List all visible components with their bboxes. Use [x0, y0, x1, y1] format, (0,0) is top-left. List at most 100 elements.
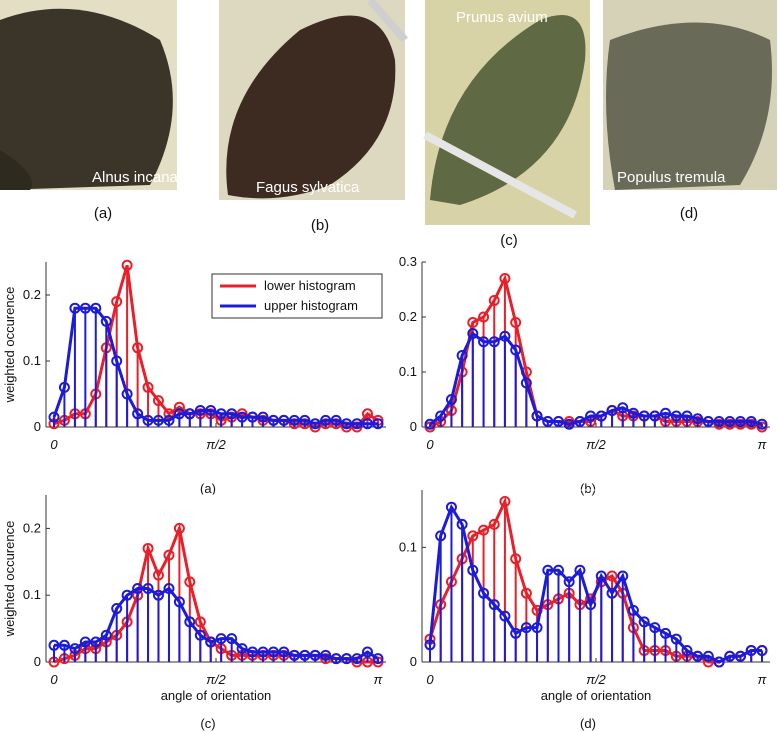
y-axis-label: weighted occurence [2, 521, 17, 638]
marker [681, 645, 693, 657]
chart-caption: (a) [200, 481, 216, 496]
marker [478, 311, 490, 323]
marker [142, 414, 154, 426]
marker [330, 653, 342, 665]
marker [660, 407, 672, 419]
marker [713, 416, 725, 427]
marker [278, 646, 290, 658]
marker [173, 408, 185, 420]
chart-caption: (c) [200, 716, 215, 731]
marker [478, 587, 490, 599]
x-axis-label: angle of orientation [541, 688, 652, 703]
marker [520, 587, 532, 599]
marker [638, 616, 650, 628]
marker [79, 302, 91, 314]
marker [585, 599, 597, 611]
marker [424, 418, 436, 430]
marker [173, 401, 185, 413]
marker [100, 629, 112, 641]
leaf-photo: Alnus incana [0, 0, 179, 190]
photo-caption: (a) [94, 205, 112, 222]
x-tick-label: 0 [50, 437, 58, 452]
y-tick-label: 0.2 [399, 309, 417, 324]
marker [467, 328, 479, 339]
marker [649, 622, 661, 634]
marker [435, 530, 447, 542]
species-name: Prunus avium [456, 9, 548, 26]
marker [756, 645, 768, 657]
marker [488, 518, 500, 530]
marker [617, 402, 629, 414]
legend-label: upper histogram [264, 298, 358, 313]
marker [215, 633, 227, 645]
x-tick-label: π [374, 672, 383, 687]
marker [142, 381, 154, 393]
marker [467, 530, 479, 542]
y-tick-label: 0.1 [23, 353, 41, 368]
marker [247, 646, 259, 658]
marker [152, 589, 164, 601]
marker [627, 604, 639, 616]
marker [734, 416, 746, 427]
marker [121, 589, 133, 601]
series-line [429, 274, 763, 429]
species-name: Alnus incana [92, 169, 179, 186]
y-tick-label: 0.2 [23, 287, 41, 302]
marker [257, 411, 269, 423]
y-tick-label: 0.3 [399, 254, 417, 269]
marker [456, 350, 468, 361]
marker [90, 302, 102, 314]
series-line [53, 523, 378, 664]
marker [445, 501, 457, 513]
marker [724, 650, 736, 662]
y-axis-label: weighted occurence [2, 287, 17, 404]
marker [351, 653, 363, 665]
marker [660, 627, 672, 639]
marker [142, 542, 154, 554]
marker [542, 416, 554, 427]
marker [552, 416, 564, 427]
marker [184, 616, 196, 628]
marker [257, 646, 269, 658]
marker [142, 583, 154, 595]
marker [90, 636, 102, 648]
marker [649, 410, 661, 422]
marker [111, 603, 123, 615]
marker [531, 410, 543, 422]
marker [563, 418, 575, 430]
species-name: Fagus sylvatica [256, 179, 360, 196]
marker [488, 295, 500, 306]
y-tick-label: 0.1 [399, 364, 417, 379]
y-tick-label: 0.2 [23, 520, 41, 535]
chart-caption: (b) [580, 481, 596, 496]
leaf-photo: Populus tremula [603, 0, 777, 190]
marker [531, 622, 543, 634]
marker [111, 355, 123, 367]
marker [309, 418, 321, 430]
marker [163, 583, 175, 595]
marker [121, 259, 133, 271]
marker [351, 418, 363, 430]
marker [499, 495, 511, 507]
marker [488, 336, 500, 348]
marker [320, 649, 332, 661]
marker [288, 649, 300, 661]
marker [299, 414, 311, 426]
marker [499, 610, 511, 622]
y-tick-label: 0 [410, 654, 417, 669]
marker [288, 414, 300, 426]
marker [278, 414, 290, 426]
marker [184, 408, 196, 420]
x-tick-label: π/2 [586, 437, 606, 452]
marker [574, 416, 586, 427]
marker [499, 330, 511, 342]
marker [606, 405, 618, 416]
marker [372, 653, 384, 665]
marker [702, 416, 714, 427]
marker [267, 414, 279, 426]
marker [163, 549, 175, 561]
marker [713, 656, 725, 668]
marker [361, 646, 373, 658]
marker [152, 569, 164, 581]
